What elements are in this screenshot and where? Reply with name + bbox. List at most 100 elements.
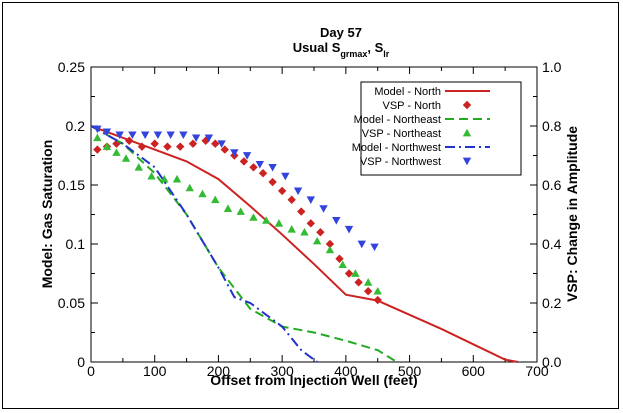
subtitle-mid: , S	[367, 40, 383, 55]
vsp-northeast-point	[351, 269, 360, 277]
vsp-north-point	[287, 195, 296, 204]
vsp-northeast-point	[262, 216, 271, 224]
legend-swatch-vsp-northwest	[462, 157, 472, 166]
vsp-north-point	[363, 287, 373, 296]
vsp-northwest-point	[255, 160, 265, 169]
vsp-northeast-point	[102, 142, 112, 151]
vsp-north-point	[150, 139, 159, 148]
vsp-northwest-point	[166, 131, 175, 140]
vsp-north-point	[268, 177, 277, 187]
y-right-tick-label: 0.6	[542, 177, 562, 193]
legend-swatch-vsp-northeast	[462, 128, 472, 137]
vsp-northwest-point	[217, 140, 226, 148]
vsp-north-point	[188, 139, 198, 148]
x-tick-label: 600	[462, 363, 486, 379]
series-layer	[90, 125, 519, 363]
legend-box	[360, 81, 522, 176]
vsp-northeast-point	[249, 213, 258, 221]
vsp-north-point	[239, 157, 249, 166]
x-axis-ticks: 0 100 200 300 400 500 600 700	[87, 67, 549, 379]
vsp-northeast-point	[93, 133, 102, 142]
chart-frame	[2, 2, 619, 409]
vsp-northwest-point	[344, 225, 354, 234]
vsp-northeast-point	[185, 183, 194, 192]
x-tick-label: 100	[143, 363, 167, 379]
vsp-north-point	[373, 295, 382, 305]
vsp-northwest-point	[230, 149, 239, 157]
chart-title: Day 57	[320, 25, 362, 40]
vsp-northwest-points	[93, 125, 379, 252]
x-tick-label: 0	[87, 363, 95, 379]
legend-label-vsp-northwest: VSP - Northwest	[360, 156, 441, 168]
vsp-northwest-point	[319, 205, 328, 213]
vsp-north-point	[258, 169, 268, 178]
vsp-northwest-point	[370, 243, 379, 252]
vsp-north-point	[344, 269, 354, 278]
y-left-tick-label: 0.05	[58, 295, 85, 311]
legend-label-vsp-north: VSP - North	[383, 100, 442, 112]
vsp-northeast-point	[198, 189, 207, 198]
vsp-northwest-point	[242, 152, 252, 160]
y-axis-left-ticks: 0 0.05 0.1 0.15 0.2 0.25	[58, 59, 98, 370]
vsp-northeast-point	[274, 219, 284, 227]
model-northwest-line	[90, 125, 318, 363]
y-right-tick-label: 0.8	[542, 118, 562, 134]
legend-label-model-northwest: Model - Northwest	[352, 142, 441, 154]
legend: Model - North VSP - North Model - Northeas…	[352, 81, 522, 176]
x-tick-label: 200	[207, 363, 231, 379]
y-right-tick-label: 0.4	[542, 236, 562, 252]
vsp-northeast-point	[211, 195, 220, 204]
vsp-northwest-point	[140, 131, 150, 140]
vsp-northeast-point	[300, 228, 309, 236]
y-left-tick-label: 0.2	[66, 118, 86, 134]
subtitle-sub1: grmax	[340, 49, 367, 59]
vsp-north-point	[211, 139, 220, 148]
vsp-northwest-point	[179, 131, 188, 140]
vsp-north-point	[137, 142, 147, 151]
vsp-north-point	[306, 219, 316, 228]
vsp-north-point	[249, 163, 258, 172]
vsp-northeast-point	[134, 163, 143, 171]
y-right-tick-label: 0.0	[542, 354, 562, 370]
y-left-tick-label: 0.25	[58, 59, 85, 75]
subtitle-sub2: lr	[383, 49, 390, 59]
vsp-north-point	[163, 142, 172, 151]
model-northeast-line	[90, 125, 398, 363]
vsp-northeast-point	[325, 245, 335, 254]
vsp-northwest-point	[332, 217, 341, 225]
vsp-northwest-point	[128, 131, 137, 140]
vsp-north-point	[93, 145, 102, 154]
vsp-northwest-point	[293, 187, 303, 196]
vsp-north-point	[354, 278, 363, 287]
y-right-tick-label: 0.2	[542, 295, 562, 311]
y-left-tick-label: 0.15	[58, 177, 85, 193]
vsp-north-point	[220, 145, 229, 154]
vsp-north-point	[125, 136, 134, 145]
vsp-northwest-point	[281, 172, 290, 181]
vsp-northwest-point	[204, 134, 214, 142]
y-left-tick-label: 0.1	[66, 236, 86, 252]
x-tick-label: 300	[270, 363, 294, 379]
model-north-line	[90, 125, 519, 363]
vsp-northeast-point	[287, 225, 296, 233]
y-axis-right-ticks: 0.0 0.2 0.4 0.6 0.8 1.0	[530, 59, 562, 370]
vsp-north-point	[316, 228, 325, 237]
vsp-northwest-point	[306, 196, 316, 204]
chart-subtitle: Usual Sgrmax, Slr	[293, 40, 390, 59]
legend-swatch-vsp-north	[462, 100, 472, 110]
vsp-northeast-point	[338, 260, 347, 269]
y-right-tick-label: 1.0	[542, 59, 562, 75]
legend-label-model-northeast: Model - Northeast	[354, 114, 441, 126]
y-left-tick-label: 0	[77, 354, 85, 370]
vsp-northeast-point	[172, 174, 182, 183]
vsp-north-point	[325, 239, 335, 249]
vsp-northwest-point	[102, 128, 112, 137]
legend-label-vsp-northeast: VSP - Northeast	[362, 128, 441, 140]
x-tick-label: 500	[398, 363, 422, 379]
vsp-north-point	[277, 186, 287, 196]
vsp-northwest-point	[357, 240, 366, 249]
vsp-northeast-point	[223, 204, 233, 212]
vsp-northeast-point	[160, 174, 169, 183]
vsp-northeast-point	[147, 171, 156, 180]
